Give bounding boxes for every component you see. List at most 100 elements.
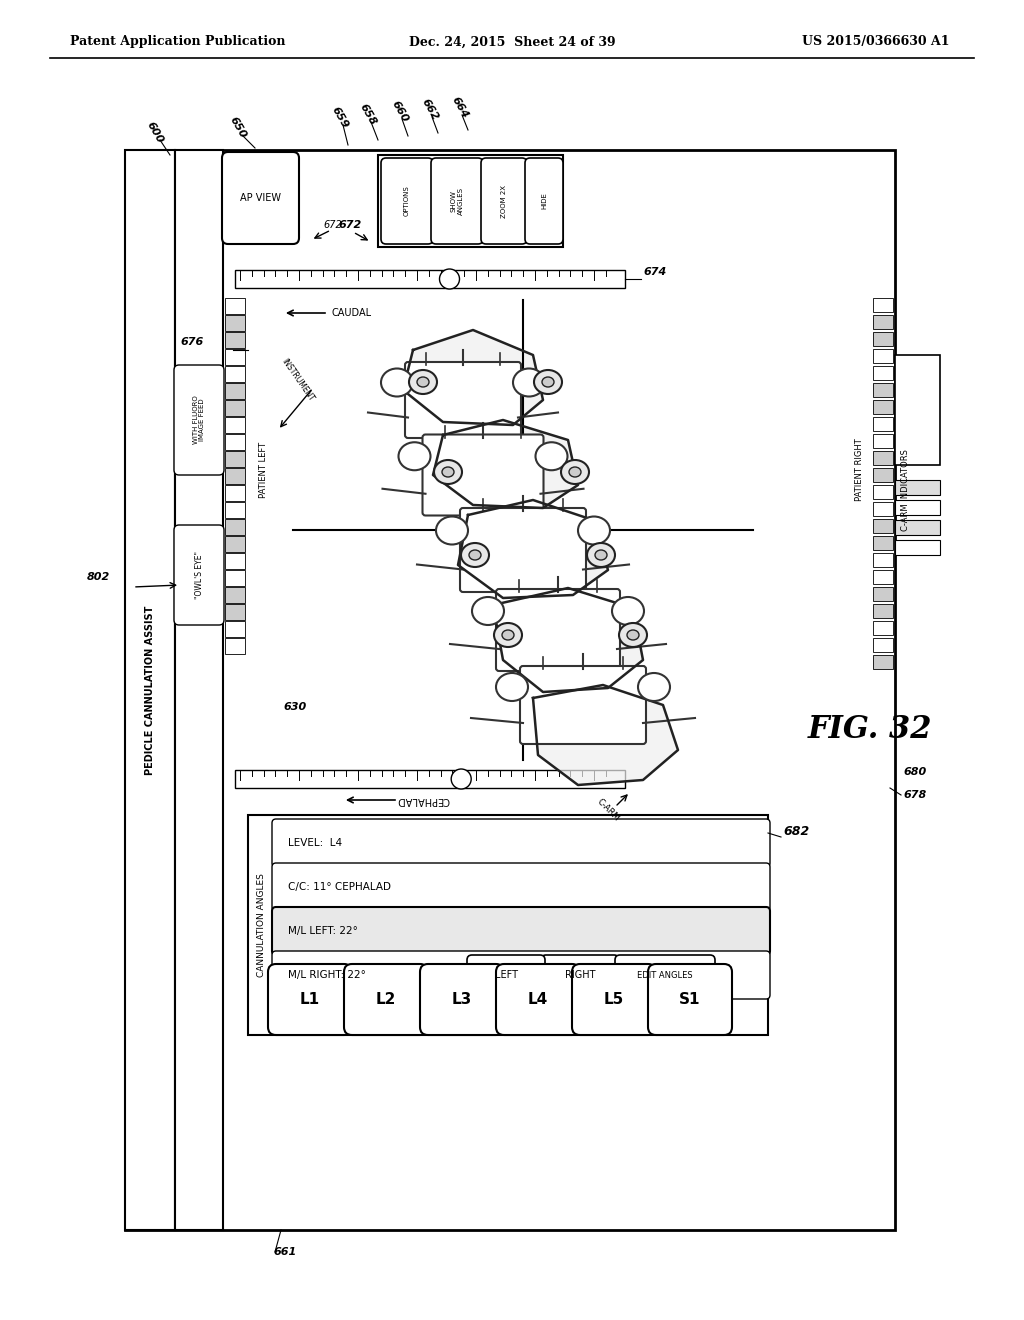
FancyBboxPatch shape	[648, 964, 732, 1035]
Bar	[378, 154, 563, 247]
Bar	[225, 570, 245, 586]
Bar	[873, 417, 893, 432]
Text: 674: 674	[643, 267, 667, 277]
Ellipse shape	[513, 368, 545, 396]
Ellipse shape	[496, 673, 528, 701]
Ellipse shape	[638, 673, 670, 701]
FancyBboxPatch shape	[174, 525, 224, 624]
Ellipse shape	[534, 370, 562, 393]
Text: 678: 678	[903, 789, 927, 800]
Bar	[873, 315, 893, 329]
Text: 664: 664	[450, 95, 470, 120]
Text: 682: 682	[783, 825, 809, 838]
Bar	[225, 536, 245, 552]
FancyBboxPatch shape	[431, 158, 483, 244]
Bar	[225, 366, 245, 381]
Bar	[895, 500, 940, 515]
Text: OPTIONS: OPTIONS	[404, 186, 410, 216]
Polygon shape	[433, 420, 578, 508]
Text: 680: 680	[903, 767, 927, 777]
Ellipse shape	[436, 516, 468, 544]
Polygon shape	[403, 330, 543, 425]
FancyBboxPatch shape	[615, 954, 715, 995]
Ellipse shape	[494, 623, 522, 647]
Ellipse shape	[469, 550, 481, 560]
Text: CAUDAL: CAUDAL	[331, 308, 371, 318]
Bar	[873, 519, 893, 533]
Bar	[234, 271, 625, 288]
Bar	[873, 366, 893, 380]
Bar	[225, 502, 245, 517]
Bar	[873, 638, 893, 652]
Text: Dec. 24, 2015  Sheet 24 of 39: Dec. 24, 2015 Sheet 24 of 39	[409, 36, 615, 49]
Bar	[895, 355, 940, 465]
Bar	[225, 620, 245, 638]
FancyBboxPatch shape	[406, 362, 521, 438]
FancyBboxPatch shape	[520, 667, 646, 744]
Text: 802: 802	[87, 572, 110, 582]
Ellipse shape	[595, 550, 607, 560]
Text: C-ARM: C-ARM	[595, 797, 621, 822]
Bar	[873, 620, 893, 635]
Ellipse shape	[381, 368, 413, 396]
Ellipse shape	[542, 378, 554, 387]
Bar	[873, 570, 893, 583]
Text: L4: L4	[528, 993, 548, 1007]
Text: S1: S1	[679, 993, 700, 1007]
Text: 659: 659	[330, 106, 350, 131]
FancyBboxPatch shape	[381, 158, 433, 244]
FancyBboxPatch shape	[272, 818, 770, 867]
Text: CEPHALAD: CEPHALAD	[396, 795, 450, 805]
Ellipse shape	[461, 543, 489, 568]
Text: SHOW
ANGLES: SHOW ANGLES	[451, 187, 464, 215]
Text: 676: 676	[180, 337, 203, 347]
Ellipse shape	[618, 623, 647, 647]
Text: WITH FLUORO
IMAGE FEED: WITH FLUORO IMAGE FEED	[193, 396, 206, 445]
Bar	[225, 638, 245, 653]
Bar	[873, 553, 893, 568]
Bar	[873, 587, 893, 601]
FancyBboxPatch shape	[496, 964, 580, 1035]
Bar	[225, 348, 245, 366]
Circle shape	[439, 269, 460, 289]
Ellipse shape	[409, 370, 437, 393]
Bar	[225, 315, 245, 331]
Text: "OWL'S EYE": "OWL'S EYE"	[195, 550, 204, 599]
FancyBboxPatch shape	[268, 964, 352, 1035]
FancyBboxPatch shape	[174, 366, 224, 475]
FancyBboxPatch shape	[467, 954, 545, 995]
Text: 660: 660	[390, 99, 411, 124]
Polygon shape	[534, 685, 678, 785]
Ellipse shape	[612, 597, 644, 624]
Bar	[234, 770, 625, 788]
Text: Patent Application Publication: Patent Application Publication	[70, 36, 286, 49]
Bar	[873, 400, 893, 414]
Polygon shape	[458, 500, 608, 598]
Ellipse shape	[417, 378, 429, 387]
FancyBboxPatch shape	[496, 589, 620, 671]
FancyBboxPatch shape	[272, 863, 770, 911]
Bar	[175, 150, 223, 1230]
FancyBboxPatch shape	[420, 964, 504, 1035]
Ellipse shape	[561, 459, 589, 484]
Text: AP VIEW: AP VIEW	[240, 193, 281, 203]
Bar	[225, 417, 245, 433]
Bar	[895, 540, 940, 554]
Text: M/L LEFT: 22°: M/L LEFT: 22°	[288, 927, 357, 936]
FancyBboxPatch shape	[222, 152, 299, 244]
Bar	[873, 469, 893, 482]
Bar	[895, 480, 940, 495]
Text: INSTRUMENT: INSTRUMENT	[280, 356, 316, 403]
Ellipse shape	[472, 597, 504, 624]
Text: 650: 650	[228, 115, 248, 140]
Ellipse shape	[569, 467, 581, 477]
Text: L5: L5	[604, 993, 624, 1007]
Bar	[225, 383, 245, 399]
Ellipse shape	[587, 543, 615, 568]
Circle shape	[293, 300, 753, 760]
Bar	[873, 434, 893, 447]
Bar	[225, 333, 245, 348]
Bar	[225, 553, 245, 569]
Text: 661: 661	[273, 1247, 296, 1257]
Text: RIGHT: RIGHT	[565, 970, 595, 979]
